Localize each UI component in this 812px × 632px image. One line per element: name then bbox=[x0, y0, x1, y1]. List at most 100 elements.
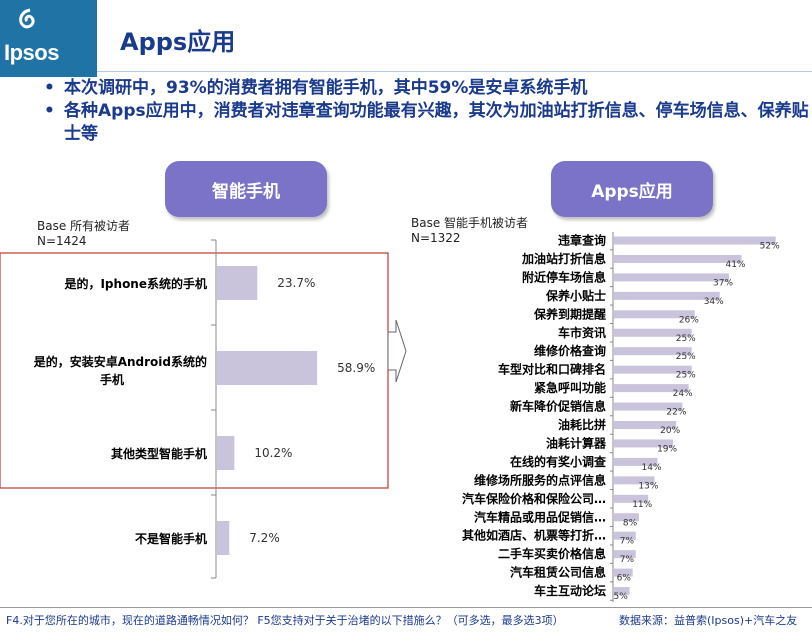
category-label: 在线的有奖小调查 bbox=[510, 454, 607, 469]
bar bbox=[614, 328, 692, 337]
apps-interest-chart: 52% 违章查询 41% 加油站打折信息 37% 附近停车场信息 34% 保养小贴士 26% 保养… bbox=[462, 232, 780, 602]
smartphone-pill: 智能手机 bbox=[165, 161, 327, 217]
category-label: 汽车精品或用品促销信… bbox=[474, 509, 606, 524]
bar bbox=[614, 291, 720, 300]
bar bbox=[217, 521, 230, 555]
bar bbox=[614, 439, 674, 448]
bar-value-label: 8% bbox=[623, 518, 638, 528]
footer-source: 数据来源：益普索(Ipsos)+汽车之友 bbox=[619, 614, 798, 627]
category-label: 车主互动论坛 bbox=[534, 583, 606, 598]
ipsos-logo: Ipsos bbox=[0, 0, 97, 77]
apps-pill: Apps应用 bbox=[551, 161, 713, 217]
bar-value-label: 23.7% bbox=[277, 276, 315, 290]
category-label: 新车降价促销信息 bbox=[510, 399, 606, 414]
bar bbox=[614, 476, 655, 485]
bar bbox=[614, 531, 636, 540]
category-label: 维修价格查询 bbox=[534, 343, 606, 358]
footer-divider bbox=[0, 607, 812, 608]
bar-value-label: 7% bbox=[620, 555, 635, 565]
category-label: 汽车租赁公司信息 bbox=[510, 565, 606, 580]
bullet-dot-icon: • bbox=[44, 78, 55, 98]
category-label: 汽车保险价格和保险公司… bbox=[462, 491, 606, 506]
footer-question: F4.对于您所在的城市，现在的道路通畅情况如何？ F5您支持对于关于治堵的以下措… bbox=[6, 614, 564, 627]
bar-value-label: 37% bbox=[713, 278, 733, 288]
category-label: 不是智能手机 bbox=[135, 531, 207, 546]
bar bbox=[217, 266, 258, 300]
category-label: 维修场所服务的点评信息 bbox=[474, 472, 606, 487]
bullet-dot-icon: • bbox=[44, 101, 55, 121]
category-label: 违章查询 bbox=[558, 233, 606, 248]
bullet-item: • 各种Apps应用中，消费者对违章查询功能最有兴趣，其次为加油站打折信息、停车… bbox=[40, 100, 810, 146]
bar-value-label: 25% bbox=[676, 352, 696, 362]
bar-value-label: 11% bbox=[632, 500, 652, 510]
logo-text: Ipsos bbox=[4, 40, 59, 65]
category-label: 二手车买卖价格信息 bbox=[498, 546, 606, 561]
bar bbox=[614, 568, 633, 577]
bar-value-label: 14% bbox=[642, 463, 662, 473]
bar-value-label: 41% bbox=[725, 260, 745, 270]
bar-value-label: 34% bbox=[704, 297, 724, 307]
category-label: 附近停车场信息 bbox=[522, 269, 606, 284]
bar-value-label: 24% bbox=[673, 389, 693, 399]
right-base-label: Base 智能手机被访者 N=1322 bbox=[411, 216, 528, 246]
bar bbox=[614, 587, 630, 596]
title-divider bbox=[97, 71, 812, 72]
right-base-text: Base 智能手机被访者 bbox=[411, 216, 529, 230]
category-label: 油耗比拼 bbox=[558, 417, 606, 432]
bar-value-label: 58.9% bbox=[337, 361, 375, 375]
bar-value-label: 19% bbox=[657, 444, 677, 454]
category-label: 车市资讯 bbox=[558, 325, 606, 340]
bullet-text: 各种Apps应用中，消费者对违章查询功能最有兴趣，其次为加油站打折信息、停车场信… bbox=[64, 101, 809, 144]
category-label: 紧急呼叫功能 bbox=[534, 380, 606, 395]
bar bbox=[614, 421, 677, 429]
bullet-text: 本次调研中，93%的消费者拥有智能手机，其中59%是安卓系统手机 bbox=[64, 78, 588, 98]
page-title: Apps应用 bbox=[120, 28, 236, 56]
bar bbox=[614, 402, 683, 411]
bar bbox=[614, 347, 692, 356]
bar bbox=[217, 351, 318, 385]
bar-value-label: 25% bbox=[676, 334, 696, 344]
left-base-label: Base 所有被访者 N=1424 bbox=[37, 219, 130, 249]
bar bbox=[217, 436, 235, 470]
bar bbox=[614, 550, 636, 559]
bar-value-label: 20% bbox=[660, 426, 680, 436]
bar-value-label: 10.2% bbox=[254, 446, 292, 460]
right-arrow-icon bbox=[387, 319, 407, 383]
bar-value-label: 13% bbox=[638, 481, 658, 491]
left-base-n: N=1424 bbox=[37, 234, 87, 248]
bar-value-label: 5% bbox=[614, 592, 629, 602]
bar-value-label: 25% bbox=[676, 371, 696, 381]
category-label: 是的，Iphone系统的手机 bbox=[63, 276, 207, 291]
category-label: 油耗计算器 bbox=[546, 435, 607, 450]
bar bbox=[614, 384, 689, 393]
category-label-line: 是的，安装安卓Android系统的 bbox=[33, 354, 207, 369]
bar bbox=[614, 236, 776, 245]
bar-value-label: 7.2% bbox=[249, 531, 279, 545]
bullet-list: • 本次调研中，93%的消费者拥有智能手机，其中59%是安卓系统手机 • 各种A… bbox=[40, 77, 810, 146]
bar bbox=[614, 494, 649, 503]
category-label: 是的，安装安卓Android系统的手机 bbox=[33, 354, 207, 387]
bar bbox=[614, 254, 742, 263]
ipsos-swirl-icon bbox=[19, 8, 35, 29]
category-label-line: 手机 bbox=[100, 372, 124, 387]
bar-value-label: 52% bbox=[760, 242, 780, 252]
bar-value-label: 7% bbox=[620, 537, 635, 547]
category-label: 其他类型智能手机 bbox=[111, 446, 207, 461]
bar bbox=[614, 273, 730, 282]
bar bbox=[614, 457, 658, 466]
left-base-text: Base 所有被访者 bbox=[37, 219, 131, 233]
bar-value-label: 6% bbox=[617, 574, 632, 584]
category-label: 其他如酒店、机票等打折… bbox=[462, 528, 606, 543]
bar-value-label: 26% bbox=[679, 315, 699, 325]
bar bbox=[614, 513, 639, 522]
bar bbox=[614, 365, 692, 374]
category-label: 保养小贴士 bbox=[545, 288, 606, 303]
category-label: 保养到期提醒 bbox=[533, 306, 606, 321]
bullet-item: • 本次调研中，93%的消费者拥有智能手机，其中59%是安卓系统手机 bbox=[40, 77, 810, 100]
category-label: 车型对比和口碑排名 bbox=[498, 362, 606, 377]
bar bbox=[614, 310, 695, 319]
bar-value-label: 22% bbox=[666, 408, 686, 418]
right-base-n: N=1322 bbox=[411, 231, 461, 245]
category-label: 加油站打折信息 bbox=[521, 251, 606, 266]
